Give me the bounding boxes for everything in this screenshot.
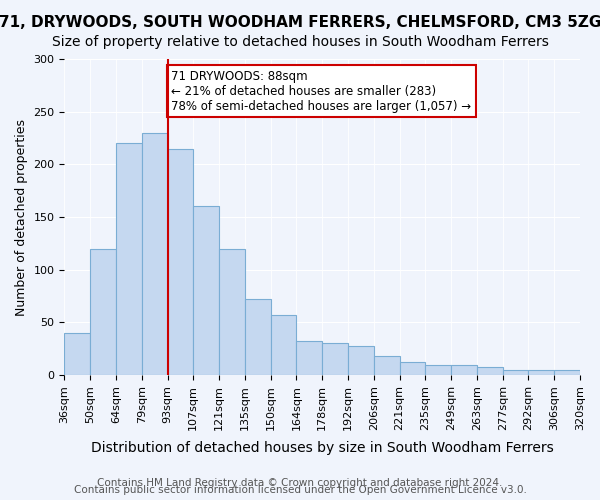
- X-axis label: Distribution of detached houses by size in South Woodham Ferrers: Distribution of detached houses by size …: [91, 441, 554, 455]
- Y-axis label: Number of detached properties: Number of detached properties: [15, 118, 28, 316]
- Bar: [374, 356, 400, 375]
- Text: Contains HM Land Registry data © Crown copyright and database right 2024.: Contains HM Land Registry data © Crown c…: [97, 478, 503, 488]
- Bar: [529, 370, 554, 375]
- Bar: [90, 248, 116, 375]
- Bar: [64, 333, 90, 375]
- Bar: [116, 144, 142, 375]
- Bar: [167, 148, 193, 375]
- Text: 71 DRYWOODS: 88sqm
← 21% of detached houses are smaller (283)
78% of semi-detach: 71 DRYWOODS: 88sqm ← 21% of detached hou…: [172, 70, 472, 112]
- Bar: [503, 370, 529, 375]
- Bar: [271, 315, 296, 375]
- Text: Size of property relative to detached houses in South Woodham Ferrers: Size of property relative to detached ho…: [52, 35, 548, 49]
- Bar: [245, 299, 271, 375]
- Bar: [425, 364, 451, 375]
- Bar: [451, 364, 477, 375]
- Bar: [554, 370, 580, 375]
- Text: 71, DRYWOODS, SOUTH WOODHAM FERRERS, CHELMSFORD, CM3 5ZG: 71, DRYWOODS, SOUTH WOODHAM FERRERS, CHE…: [0, 15, 600, 30]
- Bar: [193, 206, 219, 375]
- Bar: [477, 366, 503, 375]
- Bar: [219, 248, 245, 375]
- Bar: [322, 344, 348, 375]
- Bar: [348, 346, 374, 375]
- Text: Contains public sector information licensed under the Open Government Licence v3: Contains public sector information licen…: [74, 485, 526, 495]
- Bar: [296, 342, 322, 375]
- Bar: [400, 362, 425, 375]
- Bar: [142, 132, 167, 375]
